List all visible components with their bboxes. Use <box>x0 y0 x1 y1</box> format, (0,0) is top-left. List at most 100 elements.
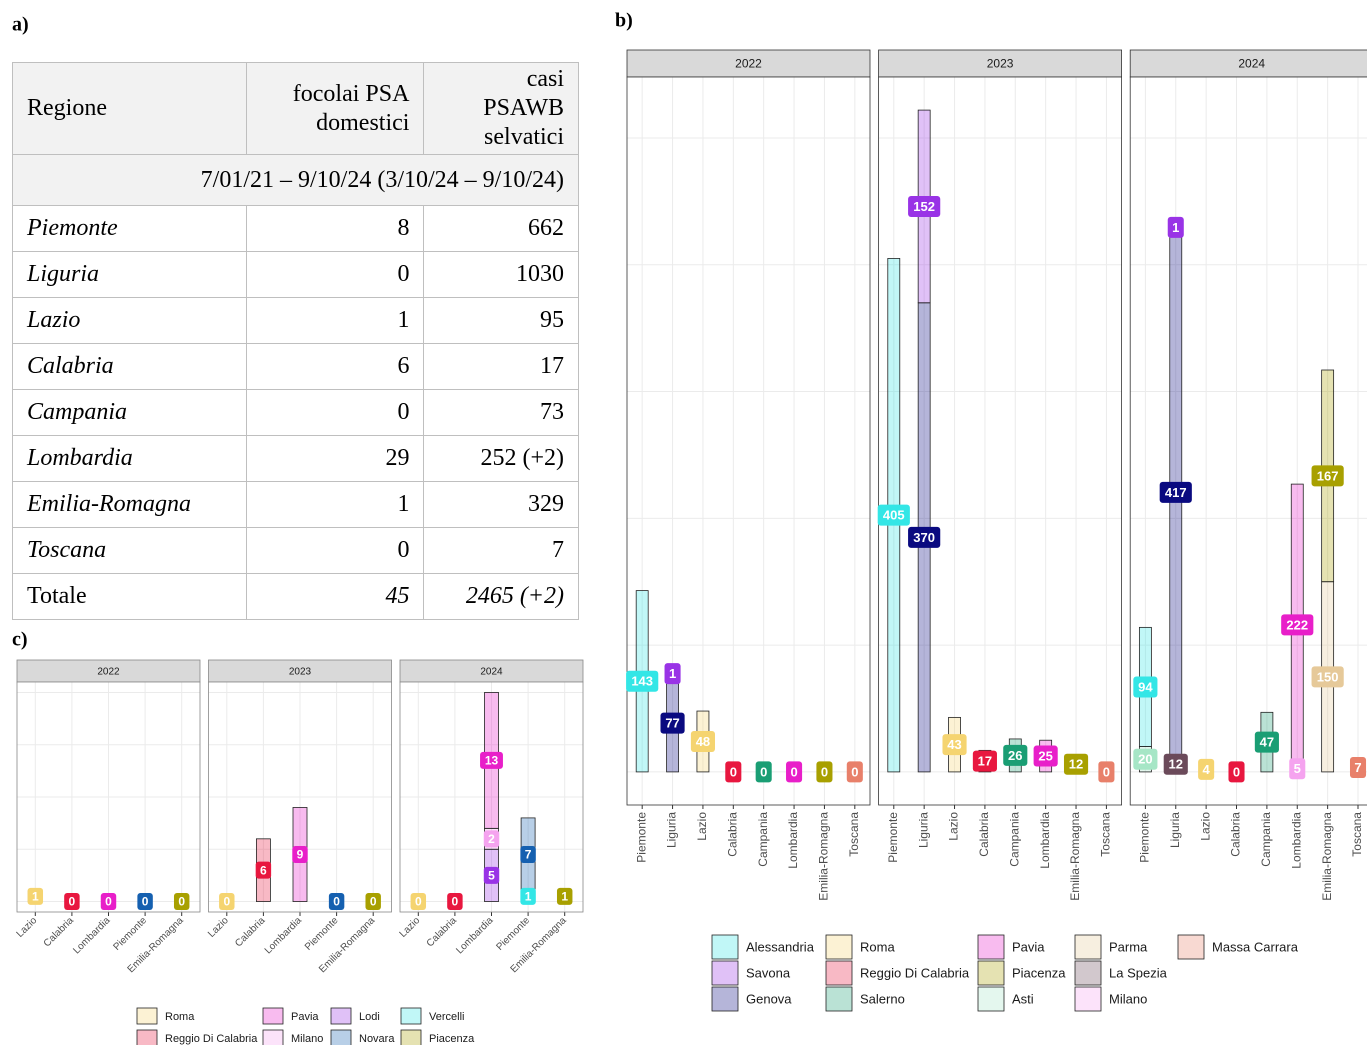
legend-label: Pavia <box>291 1011 319 1023</box>
label-box <box>816 761 833 783</box>
x-tick-label: Piemonte <box>634 812 648 863</box>
legend-key <box>711 960 739 986</box>
label-box <box>1167 216 1184 238</box>
facet-title: 2023 <box>987 57 1014 71</box>
label-box <box>292 846 308 863</box>
x-tick-label: Calabria <box>233 915 267 949</box>
data-label: 12 <box>1069 757 1083 772</box>
table-cell: Liguria <box>11 251 248 298</box>
label-box <box>219 893 235 911</box>
x-tick-label: Toscana <box>1350 812 1364 857</box>
panel <box>627 77 870 805</box>
table-cell: 45 <box>246 573 425 620</box>
data-label: 0 <box>1233 764 1240 779</box>
label-box <box>1003 744 1028 766</box>
label-box <box>1198 758 1215 780</box>
data-label: 0 <box>730 764 737 779</box>
label-box <box>1159 481 1192 503</box>
data-label: 417 <box>1165 485 1187 500</box>
label-box <box>520 887 536 905</box>
x-tick-label: Lombardia <box>263 915 304 956</box>
label-box <box>664 663 681 685</box>
legend-key <box>977 986 1005 1012</box>
label-box <box>1133 748 1158 770</box>
x-tick-label: Emilia-Romagna <box>1320 812 1334 901</box>
legend-key <box>825 934 853 960</box>
legend-key <box>977 960 1005 986</box>
legend-label: Salerno <box>860 991 905 1006</box>
table-cell: 7 <box>423 527 579 574</box>
data-label: 2 <box>488 832 495 846</box>
facet-title: 2024 <box>480 667 503 678</box>
data-label: 222 <box>1286 617 1308 632</box>
x-tick-label: Campania <box>1007 812 1021 867</box>
legend-label: Piacenza <box>429 1033 475 1045</box>
legend-key <box>330 1029 352 1045</box>
data-label: 0 <box>790 764 797 779</box>
x-tick-label: Calabria <box>725 812 739 857</box>
table: Regione focolai PSA domestici casi PSAWB s… <box>11 62 579 620</box>
label-box <box>410 893 427 911</box>
x-tick-label: Emilia-Romagna <box>817 812 831 901</box>
data-label: 6 <box>260 863 267 877</box>
panel-label: c) <box>12 629 28 651</box>
legend-label: Milano <box>1109 991 1147 1006</box>
data-label: 1 <box>561 889 568 903</box>
panel-border <box>399 681 584 913</box>
legend-label: Milano <box>291 1033 323 1045</box>
legend-label: Roma <box>860 939 895 954</box>
data-label: 1 <box>1172 220 1179 235</box>
label-box <box>328 893 345 911</box>
label-box <box>447 893 463 911</box>
x-tick-label: Calabria <box>425 915 459 949</box>
table-cell: 1 <box>246 481 425 528</box>
x-tick-label: Piemonte <box>303 915 341 953</box>
data-label: 405 <box>883 508 905 523</box>
data-label: 7 <box>525 848 532 862</box>
x-tick-label: Lombardia <box>71 915 112 956</box>
x-tick-label: Lazio <box>695 812 709 841</box>
label-box <box>846 761 863 783</box>
label-box <box>27 887 44 905</box>
data-label: 152 <box>913 199 935 214</box>
table-cell: Calabria <box>11 343 248 390</box>
table-cell: Totale <box>11 573 248 620</box>
strip <box>1129 49 1367 78</box>
x-tick-label: Lazio <box>15 915 40 940</box>
facet-title: 2022 <box>97 667 120 678</box>
table-row: Piemonte 8 662 <box>11 205 579 252</box>
header-cell: Regione <box>11 62 248 155</box>
label-box <box>1228 761 1245 783</box>
panel-border <box>878 76 1122 806</box>
legend-label: Novara <box>359 1033 395 1045</box>
legend-key <box>825 960 853 986</box>
legend-label: Alessandria <box>746 939 815 954</box>
legend-label: Asti <box>1012 991 1034 1006</box>
legend-key <box>1074 986 1102 1012</box>
legend-key <box>400 1029 422 1045</box>
table-cell: 29 <box>246 435 425 482</box>
label-box <box>1311 465 1344 487</box>
x-tick-label: Piemonte <box>1138 812 1152 863</box>
table-row: Calabria 6 17 <box>11 343 579 390</box>
table-row: Lazio 1 95 <box>11 297 579 344</box>
data-label: 1 <box>525 889 532 903</box>
data-label: 9 <box>297 848 304 862</box>
period-cell: 7/01/21 – 9/10/24 (3/10/24 – 9/10/24) <box>12 154 579 206</box>
table-cell: 0 <box>246 251 425 298</box>
header-cell: focolai PSA domestici <box>246 62 425 155</box>
label-box <box>877 504 910 526</box>
data-label: 47 <box>1260 735 1274 750</box>
label-box <box>1133 676 1158 698</box>
legend-key <box>262 1029 284 1045</box>
x-tick-label: Emilia-Romagna <box>1068 812 1082 901</box>
period-row: 7/01/21 – 9/10/24 (3/10/24 – 9/10/24) <box>12 154 579 206</box>
label-box <box>1098 761 1115 783</box>
legend-key <box>330 1007 352 1025</box>
legend-label: Savona <box>746 965 791 980</box>
label-box <box>483 866 500 884</box>
legend-label: Roma <box>165 1011 195 1023</box>
legend-key <box>400 1007 422 1025</box>
legend-label: Reggio Di Calabria <box>165 1033 258 1045</box>
